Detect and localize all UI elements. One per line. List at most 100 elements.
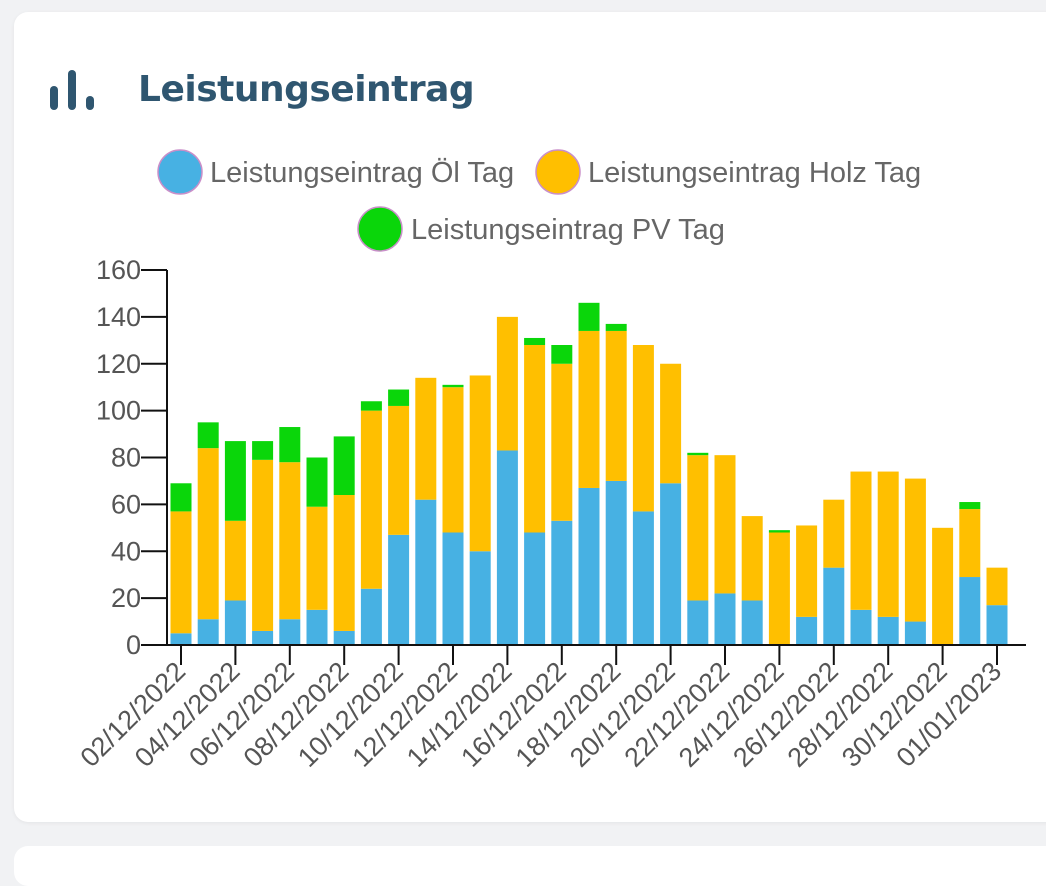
bar-segment[interactable] bbox=[415, 377, 437, 500]
bar-segment[interactable] bbox=[524, 337, 546, 345]
bar-segment[interactable] bbox=[333, 630, 355, 645]
bar-segment[interactable] bbox=[415, 499, 437, 645]
legend-label: Leistungseintrag Holz Tag bbox=[588, 157, 921, 189]
bar-segment[interactable] bbox=[306, 609, 328, 645]
x-axis: 02/12/202204/12/202206/12/202208/12/2022… bbox=[74, 644, 1026, 773]
bar-segment[interactable] bbox=[660, 363, 682, 484]
bar-segment[interactable] bbox=[687, 452, 709, 456]
bar-segment[interactable] bbox=[469, 375, 491, 552]
bar-segment[interactable] bbox=[252, 459, 274, 631]
bar-segment[interactable] bbox=[197, 448, 219, 620]
y-tick-label: 20 bbox=[111, 583, 141, 613]
legend-swatch bbox=[357, 206, 403, 252]
legend-label: Leistungseintrag PV Tag bbox=[411, 214, 725, 246]
legend-item[interactable]: Leistungseintrag Holz Tag bbox=[535, 149, 921, 195]
bar-segment[interactable] bbox=[524, 345, 546, 533]
bar-segment[interactable] bbox=[796, 525, 818, 617]
stacked-bar-chart: Leistungseintrag Öl Tag Leistungseintrag … bbox=[74, 149, 1026, 773]
bar-segment[interactable] bbox=[823, 499, 845, 568]
bar-segment[interactable] bbox=[170, 633, 192, 645]
bar-segment[interactable] bbox=[823, 567, 845, 645]
bar-segment[interactable] bbox=[252, 630, 274, 645]
bar-segment[interactable] bbox=[360, 401, 382, 411]
bar-segment[interactable] bbox=[605, 330, 627, 481]
bar-segment[interactable] bbox=[687, 600, 709, 645]
bar-segment[interactable] bbox=[959, 577, 981, 645]
bar-segment[interactable] bbox=[741, 600, 763, 645]
bar-segment[interactable] bbox=[306, 457, 328, 507]
bar-segment[interactable] bbox=[197, 422, 219, 449]
bar-segment[interactable] bbox=[333, 495, 355, 631]
y-tick-label: 40 bbox=[111, 536, 141, 566]
bar-segment[interactable] bbox=[741, 516, 763, 601]
legend-swatch bbox=[157, 149, 203, 195]
bar-segment[interactable] bbox=[632, 511, 654, 645]
y-tick-label: 0 bbox=[126, 630, 141, 660]
bar-segment[interactable] bbox=[442, 387, 464, 533]
bar-segment[interactable] bbox=[578, 302, 600, 331]
bar-segment[interactable] bbox=[252, 441, 274, 460]
bar-segment[interactable] bbox=[388, 534, 410, 645]
bar-segment[interactable] bbox=[333, 436, 355, 495]
bar-segment[interactable] bbox=[605, 480, 627, 645]
bar-chart-icon bbox=[50, 70, 94, 110]
bar-segment[interactable] bbox=[714, 593, 736, 645]
bar-segment[interactable] bbox=[496, 316, 518, 451]
bar-segment[interactable] bbox=[388, 389, 410, 406]
bar-segment[interactable] bbox=[524, 532, 546, 646]
card-header: Leistungseintrag bbox=[48, 64, 475, 114]
bar-segment[interactable] bbox=[796, 616, 818, 645]
bar-series bbox=[170, 302, 1008, 646]
y-tick-label: 80 bbox=[111, 443, 141, 473]
bar-segment[interactable] bbox=[360, 410, 382, 589]
bar-segment[interactable] bbox=[605, 323, 627, 331]
bar-segment[interactable] bbox=[904, 621, 926, 645]
bar-segment[interactable] bbox=[687, 455, 709, 601]
bar-segment[interactable] bbox=[768, 532, 790, 646]
bar-segment[interactable] bbox=[932, 527, 954, 645]
bar-segment[interactable] bbox=[224, 520, 246, 601]
bar-segment[interactable] bbox=[224, 600, 246, 645]
bar-segment[interactable] bbox=[388, 405, 410, 535]
bar-segment[interactable] bbox=[170, 511, 192, 634]
bar-segment[interactable] bbox=[986, 605, 1008, 645]
bar-segment[interactable] bbox=[632, 345, 654, 512]
bar-segment[interactable] bbox=[877, 471, 899, 617]
bar-segment[interactable] bbox=[279, 619, 301, 645]
legend-swatch bbox=[535, 149, 581, 195]
bar-segment[interactable] bbox=[551, 363, 573, 521]
y-tick-label: 160 bbox=[96, 255, 141, 285]
bar-segment[interactable] bbox=[442, 532, 464, 646]
y-tick-label: 100 bbox=[96, 396, 141, 426]
bar-segment[interactable] bbox=[469, 551, 491, 645]
bar-segment[interactable] bbox=[360, 588, 382, 645]
y-axis: 0 20 40 60 80 100 120 140 160 bbox=[96, 255, 168, 660]
bar-segment[interactable] bbox=[496, 450, 518, 645]
bar-segment[interactable] bbox=[170, 483, 192, 512]
bar-segment[interactable] bbox=[551, 520, 573, 645]
bar-segment[interactable] bbox=[986, 567, 1008, 606]
legend-item[interactable]: Leistungseintrag PV Tag bbox=[357, 206, 725, 252]
bar-segment[interactable] bbox=[224, 441, 246, 521]
bar-segment[interactable] bbox=[306, 506, 328, 610]
card-title: Leistungseintrag bbox=[138, 68, 475, 110]
bar-segment[interactable] bbox=[551, 345, 573, 364]
bar-segment[interactable] bbox=[904, 478, 926, 622]
bar-segment[interactable] bbox=[850, 609, 872, 645]
bar-segment[interactable] bbox=[442, 384, 464, 388]
bar-segment[interactable] bbox=[877, 616, 899, 645]
bar-segment[interactable] bbox=[714, 455, 736, 594]
y-tick-label: 60 bbox=[111, 489, 141, 519]
bar-segment[interactable] bbox=[959, 509, 981, 578]
bar-segment[interactable] bbox=[578, 330, 600, 488]
y-tick-label: 140 bbox=[96, 302, 141, 332]
bar-segment[interactable] bbox=[279, 462, 301, 620]
bar-segment[interactable] bbox=[959, 502, 981, 510]
bar-segment[interactable] bbox=[279, 427, 301, 463]
bar-segment[interactable] bbox=[578, 487, 600, 645]
bar-segment[interactable] bbox=[850, 471, 872, 610]
bar-segment[interactable] bbox=[660, 483, 682, 645]
bar-segment[interactable] bbox=[768, 530, 790, 533]
legend-item[interactable]: Leistungseintrag Öl Tag bbox=[157, 149, 514, 195]
bar-segment[interactable] bbox=[197, 619, 219, 645]
